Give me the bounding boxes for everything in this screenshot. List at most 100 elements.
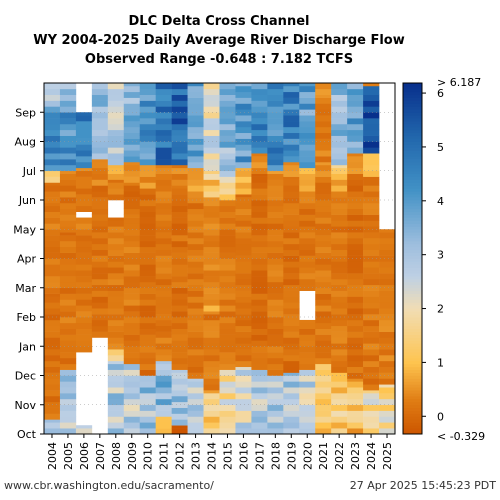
heatmap-cell (299, 167, 316, 174)
heatmap-cell (155, 387, 172, 394)
heatmap-cell (187, 249, 204, 256)
heatmap-cell (203, 173, 220, 180)
heatmap-cell (59, 240, 77, 248)
heatmap-cell (251, 334, 268, 341)
x-tick-label-2009: 2009 (126, 442, 139, 470)
heatmap-cell (75, 317, 93, 324)
colorbar: 0 1 2 3 4 5 6> 6.187 < -0.329 (402, 76, 485, 443)
colorbar-segment (403, 340, 422, 344)
heatmap-cell (171, 129, 188, 136)
heatmap-cell (123, 109, 141, 116)
heatmap-cell (315, 299, 332, 306)
heatmap-cell (283, 109, 300, 116)
heatmap-cell (219, 311, 236, 318)
heatmap-cell (331, 278, 348, 286)
chart-subtitle: WY 2004-2025 Daily Average River Dischar… (33, 33, 405, 48)
heatmap-cell (235, 85, 252, 93)
heatmap-cell (219, 217, 236, 224)
heatmap-cell (155, 191, 172, 198)
colorbar-segment (403, 328, 422, 333)
chart-title: DLC Delta Cross Channel (129, 14, 310, 29)
heatmap-cell (187, 115, 204, 122)
heatmap-cell (123, 150, 141, 157)
heatmap-cell (59, 191, 77, 198)
heatmap-cell (187, 161, 204, 169)
heatmap-cell (123, 398, 141, 406)
heatmap-cell (75, 428, 93, 435)
heatmap-cell (59, 404, 77, 411)
colorbar-segment (403, 314, 422, 318)
heatmap-cell (363, 85, 380, 90)
heatmap-cell (91, 284, 109, 291)
heatmap-cell (91, 267, 109, 274)
heatmap-cell (44, 319, 61, 327)
heatmap-cell (75, 287, 93, 294)
heatmap-cell (203, 287, 220, 294)
heatmap-cell (203, 246, 220, 253)
heatmap-cell (107, 284, 125, 291)
heatmap-cell (75, 112, 93, 116)
heatmap-cell (171, 246, 188, 253)
heatmap-cell (267, 387, 284, 394)
heatmap-cell (219, 299, 236, 306)
heatmap-cell (363, 202, 380, 210)
heatmap-cell (315, 281, 332, 289)
heatmap-cell (123, 328, 141, 335)
heatmap-cell (267, 270, 284, 277)
heatmap-cell (59, 281, 77, 289)
heatmap-cell (251, 176, 268, 183)
heatmap-cell (75, 425, 93, 429)
heatmap-cell (187, 179, 204, 186)
heatmap-cell (219, 357, 236, 365)
heatmap-cell (91, 220, 109, 227)
heatmap-cell (219, 281, 236, 289)
heatmap-cell (219, 381, 236, 388)
heatmap-cell (363, 296, 380, 303)
heatmap-cell (203, 355, 220, 362)
heatmap-cell (283, 132, 300, 139)
footer-source-url: www.cbr.washington.edu/sacramento/ (4, 479, 214, 492)
heatmap-cell (123, 121, 141, 128)
year-column-2025 (379, 229, 396, 435)
x-tick-label-2023: 2023 (349, 442, 362, 470)
heatmap-cell (347, 428, 364, 435)
colorbar-segment (403, 153, 422, 157)
heatmap-cell (44, 83, 61, 90)
heatmap-cell (251, 281, 268, 289)
heatmap-cell (299, 144, 316, 151)
heatmap-cell (187, 428, 204, 435)
colorbar-segment (403, 147, 422, 151)
heatmap-cell (203, 366, 220, 373)
heatmap-cell (91, 161, 109, 169)
year-column-2019 (283, 83, 300, 435)
heatmap-cell (283, 220, 300, 227)
heatmap-cell (363, 232, 380, 239)
heatmap-cell (235, 91, 252, 98)
heatmap-cell (203, 384, 220, 391)
heatmap-cell (267, 317, 284, 324)
heatmap-cell (171, 240, 188, 248)
heatmap-cell (219, 293, 236, 300)
heatmap-cell (379, 355, 396, 362)
heatmap-cell (379, 238, 396, 245)
heatmap-cell (347, 349, 364, 356)
heatmap-cell (171, 270, 188, 277)
heatmap-cell (107, 100, 125, 107)
heatmap-cell (347, 360, 364, 368)
heatmap-cell (267, 363, 284, 370)
heatmap-cell (267, 135, 284, 142)
heatmap-cell (107, 141, 125, 148)
year-column-2009 (123, 83, 141, 435)
heatmap-cell (379, 255, 396, 262)
heatmap-cell (251, 258, 268, 265)
heatmap-cell (59, 129, 77, 136)
heatmap-cell (171, 305, 188, 312)
heatmap-cell (299, 126, 316, 134)
heatmap-cell (123, 322, 141, 329)
heatmap-cell (299, 91, 316, 98)
heatmap-cell (283, 366, 300, 373)
heatmap-cell (363, 255, 380, 262)
heatmap-cell (44, 413, 61, 420)
heatmap-cell (203, 123, 220, 131)
heatmap-cell (203, 270, 220, 277)
